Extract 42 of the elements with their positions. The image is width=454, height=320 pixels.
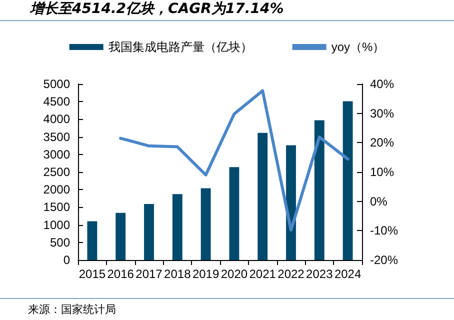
x-tick-label: 2021	[249, 267, 276, 281]
y-tick-label: 0	[63, 253, 70, 267]
x-tick-label: 2017	[136, 267, 163, 281]
y-tick-label: 3000	[43, 147, 70, 162]
line-series	[119, 89, 350, 232]
bar	[87, 221, 98, 260]
legend-label: yoy（%）	[331, 40, 385, 54]
y2-tick-label: 0%	[370, 194, 388, 208]
chart-title: 增长至4514.2亿块，CAGR为17.14%	[30, 0, 284, 18]
y2-tick-label: 20%	[370, 136, 394, 150]
bar	[172, 194, 182, 260]
bar	[314, 120, 324, 260]
bar	[144, 204, 154, 260]
bar	[116, 212, 126, 260]
bar	[258, 132, 268, 260]
y-tick-label: 1500	[43, 200, 70, 214]
y2-tick-label: 10%	[370, 165, 394, 179]
source-note: 来源：国家统计局	[28, 302, 116, 317]
legend-label: 我国集成电路产量（亿块）	[108, 40, 252, 54]
bar	[229, 167, 240, 260]
x-tick-label: 2022	[278, 267, 305, 281]
y-tick-label: 2500	[43, 165, 70, 179]
y-tick-label: 1000	[43, 218, 70, 232]
bar	[200, 188, 211, 260]
y-tick-label: 4000	[43, 112, 70, 126]
y-tick-label: 5000	[43, 77, 70, 91]
x-tick-label: 2020	[220, 267, 248, 281]
x-tick-label: 2019	[192, 267, 220, 281]
y-tick-label: 4500	[43, 94, 70, 109]
y-tick-label: 3500	[43, 130, 70, 144]
y-tick-label: 500	[50, 235, 70, 250]
y2-tick-label: 30%	[370, 106, 394, 120]
y2-tick-label: -20%	[370, 253, 398, 267]
x-tick-label: 2024	[334, 267, 362, 281]
y2-tick-label: -10%	[370, 224, 398, 238]
bar	[342, 101, 353, 260]
x-tick-label: 2018	[164, 267, 192, 281]
x-tick-label: 2015	[78, 267, 106, 281]
x-tick-label: 2023	[306, 267, 334, 281]
y2-tick-label: 40%	[370, 77, 394, 91]
x-tick-label: 2016	[107, 267, 134, 281]
y-tick-label: 2000	[43, 182, 70, 197]
